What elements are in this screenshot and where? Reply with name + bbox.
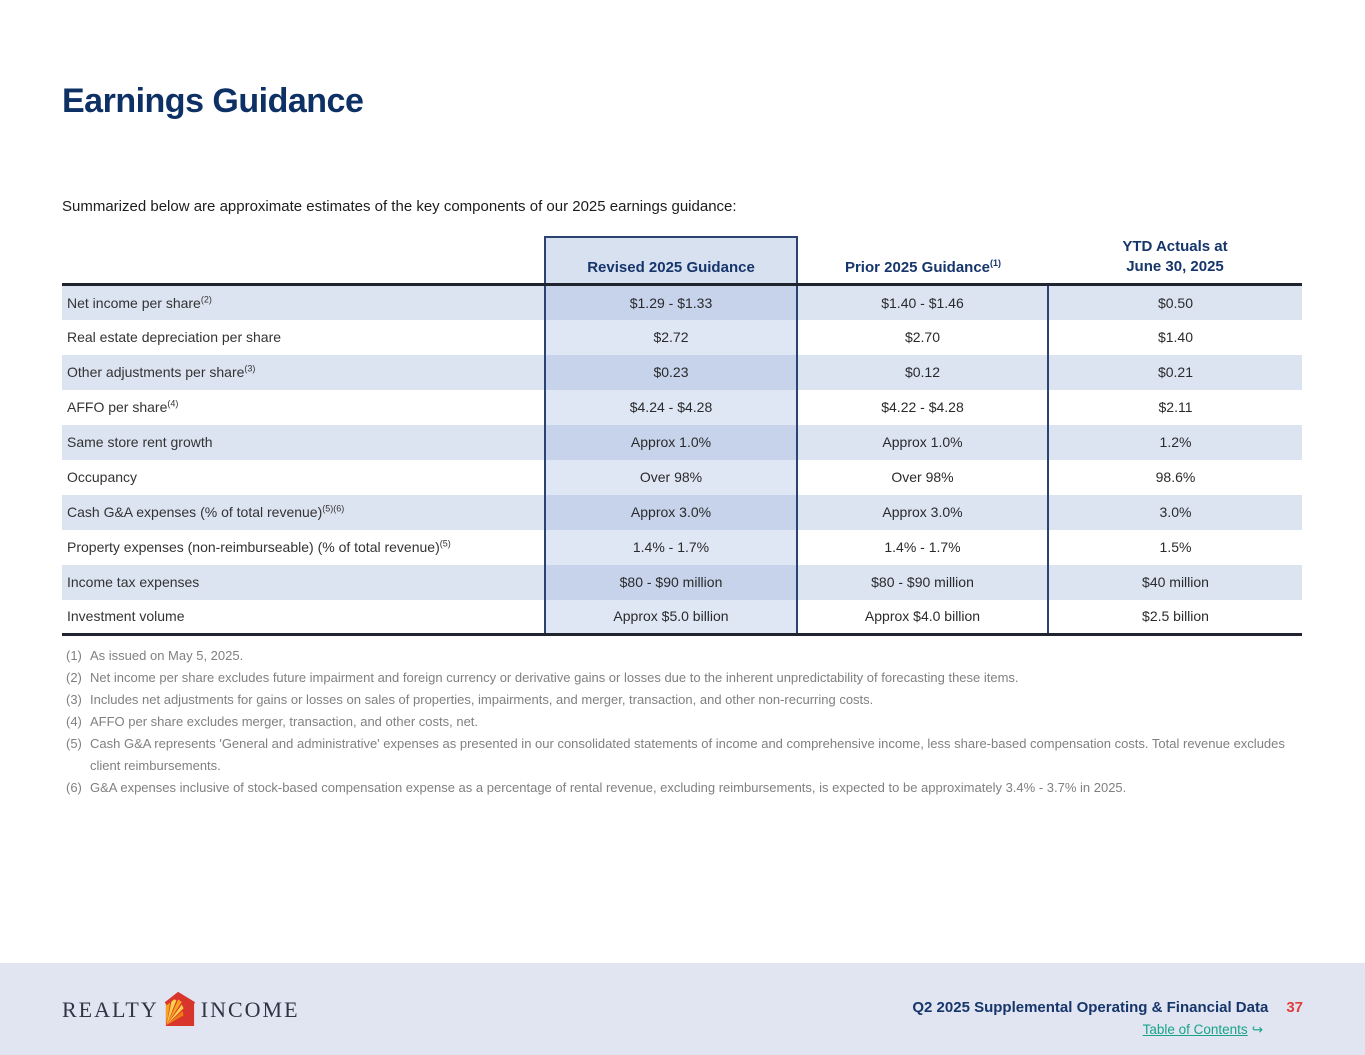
footnote-number: (2)	[66, 670, 82, 685]
footnotes: (1) As issued on May 5, 2025. (2) Net in…	[66, 645, 1304, 799]
ytd-value: 1.2%	[1047, 424, 1302, 460]
footnote-text: Includes net adjustments for gains or lo…	[90, 692, 874, 707]
revised-value: $2.72	[544, 319, 798, 355]
ytd-value: $2.11	[1047, 389, 1302, 425]
footnote: (2) Net income per share excludes future…	[66, 667, 1304, 689]
footnote: (5) Cash G&A represents 'General and adm…	[66, 733, 1304, 776]
house-icon	[164, 992, 195, 1026]
table-row: AFFO per share(4) $4.24 - $4.28 $4.22 - …	[62, 389, 1302, 425]
row-label: Other adjustments per share(3)	[62, 354, 545, 390]
footnote-number: (6)	[66, 779, 82, 795]
row-label: Occupancy	[62, 459, 545, 495]
table-row: Real estate depreciation per share $2.72…	[62, 319, 1302, 355]
row-label: Cash G&A expenses (% of total revenue)(5…	[62, 494, 545, 530]
row-label: Property expenses (non-reimburseable) (%…	[62, 529, 545, 565]
table-row: Investment volume Approx $5.0 billion Ap…	[62, 599, 1302, 636]
revised-value: $0.23	[544, 354, 798, 390]
prior-value: 1.4% - 1.7%	[797, 529, 1048, 565]
header-prior-guidance: Prior 2025 Guidance(1)	[797, 237, 1048, 286]
footnote-number: (3)	[66, 692, 82, 707]
revised-value: $80 - $90 million	[544, 564, 798, 600]
revised-value: Over 98%	[544, 459, 798, 495]
revised-value: Approx $5.0 billion	[544, 599, 798, 636]
footnote: (4) AFFO per share excludes merger, tran…	[66, 711, 1304, 733]
row-label: Net income per share(2)	[62, 284, 545, 320]
ytd-value: $1.40	[1047, 319, 1302, 355]
document-title: Q2 2025 Supplemental Operating & Financi…	[912, 999, 1303, 1016]
logo-text-realty: REALTY	[62, 997, 159, 1022]
table-row: Cash G&A expenses (% of total revenue)(5…	[62, 494, 1302, 530]
guidance-table: Revised 2025 Guidance Prior 2025 Guidanc…	[62, 236, 1302, 636]
footnote-text: G&A expenses inclusive of stock-based co…	[90, 779, 1127, 795]
prior-value: $0.12	[797, 354, 1048, 390]
table-row: Income tax expenses $80 - $90 million $8…	[62, 564, 1302, 600]
footnote: (1) As issued on May 5, 2025.	[66, 645, 1304, 667]
ytd-value: 1.5%	[1047, 529, 1302, 565]
table-row: Same store rent growth Approx 1.0% Appro…	[62, 424, 1302, 460]
intro-text: Summarized below are approximate estimat…	[62, 198, 737, 215]
prior-value: $80 - $90 million	[797, 564, 1048, 600]
revised-value: $1.29 - $1.33	[544, 284, 798, 320]
table-row: Other adjustments per share(3) $0.23 $0.…	[62, 354, 1302, 390]
footnote-text: Net income per share excludes future imp…	[90, 670, 1019, 685]
footnote-text: As issued on May 5, 2025.	[90, 648, 244, 663]
row-label: Same store rent growth	[62, 424, 545, 460]
ytd-value: 98.6%	[1047, 459, 1302, 495]
toc-hook-arrow-icon: ↪	[1251, 1022, 1263, 1037]
footnote-number: (1)	[66, 648, 82, 663]
row-label: Income tax expenses	[62, 564, 545, 600]
ytd-value: 3.0%	[1047, 494, 1302, 530]
header-ytd-actuals: YTD Actuals at June 30, 2025	[1048, 237, 1302, 286]
table-row: Property expenses (non-reimburseable) (%…	[62, 529, 1302, 565]
table-row: Net income per share(2) $1.29 - $1.33 $1…	[62, 284, 1302, 320]
row-label: Investment volume	[62, 599, 545, 636]
ytd-value: $40 million	[1047, 564, 1302, 600]
footer-bar: REALTY	[0, 963, 1365, 1055]
prior-value: $1.40 - $1.46	[797, 284, 1048, 320]
revised-value: Approx 3.0%	[544, 494, 798, 530]
prior-value: Over 98%	[797, 459, 1048, 495]
footnote-number: (5)	[66, 736, 82, 751]
page-title: Earnings Guidance	[62, 82, 364, 120]
header-empty-cell	[62, 237, 545, 286]
table-of-contents-link[interactable]: Table of Contents	[1142, 1022, 1248, 1037]
footer-right: Q2 2025 Supplemental Operating & Financi…	[912, 999, 1303, 1038]
footnote-text: Cash G&A represents 'General and adminis…	[90, 736, 1285, 773]
footnote: (3) Includes net adjustments for gains o…	[66, 689, 1304, 711]
table-row: Occupancy Over 98% Over 98% 98.6%	[62, 459, 1302, 495]
prior-value: $4.22 - $4.28	[797, 389, 1048, 425]
prior-value: Approx 1.0%	[797, 424, 1048, 460]
ytd-value: $0.50	[1047, 284, 1302, 320]
revised-value: $4.24 - $4.28	[544, 389, 798, 425]
footnote-text: AFFO per share excludes merger, transact…	[90, 714, 479, 729]
footnote: (6) G&A expenses inclusive of stock-base…	[66, 777, 1304, 799]
ytd-value: $0.21	[1047, 354, 1302, 390]
page-number: 37	[1286, 999, 1303, 1016]
realty-income-logo: REALTY	[62, 992, 300, 1028]
table-header-row: Revised 2025 Guidance Prior 2025 Guidanc…	[62, 236, 1302, 286]
prior-value: $2.70	[797, 319, 1048, 355]
revised-value: Approx 1.0%	[544, 424, 798, 460]
prior-value: Approx 3.0%	[797, 494, 1048, 530]
toc-line: Table of Contents ↪	[912, 1022, 1263, 1038]
row-label: Real estate depreciation per share	[62, 319, 545, 355]
header-revised-guidance: Revised 2025 Guidance	[544, 236, 798, 286]
prior-value: Approx $4.0 billion	[797, 599, 1048, 636]
row-label: AFFO per share(4)	[62, 389, 545, 425]
revised-value: 1.4% - 1.7%	[544, 529, 798, 565]
ytd-value: $2.5 billion	[1047, 599, 1302, 636]
logo-text-income: INCOME	[200, 997, 300, 1022]
footnote-number: (4)	[66, 714, 82, 729]
